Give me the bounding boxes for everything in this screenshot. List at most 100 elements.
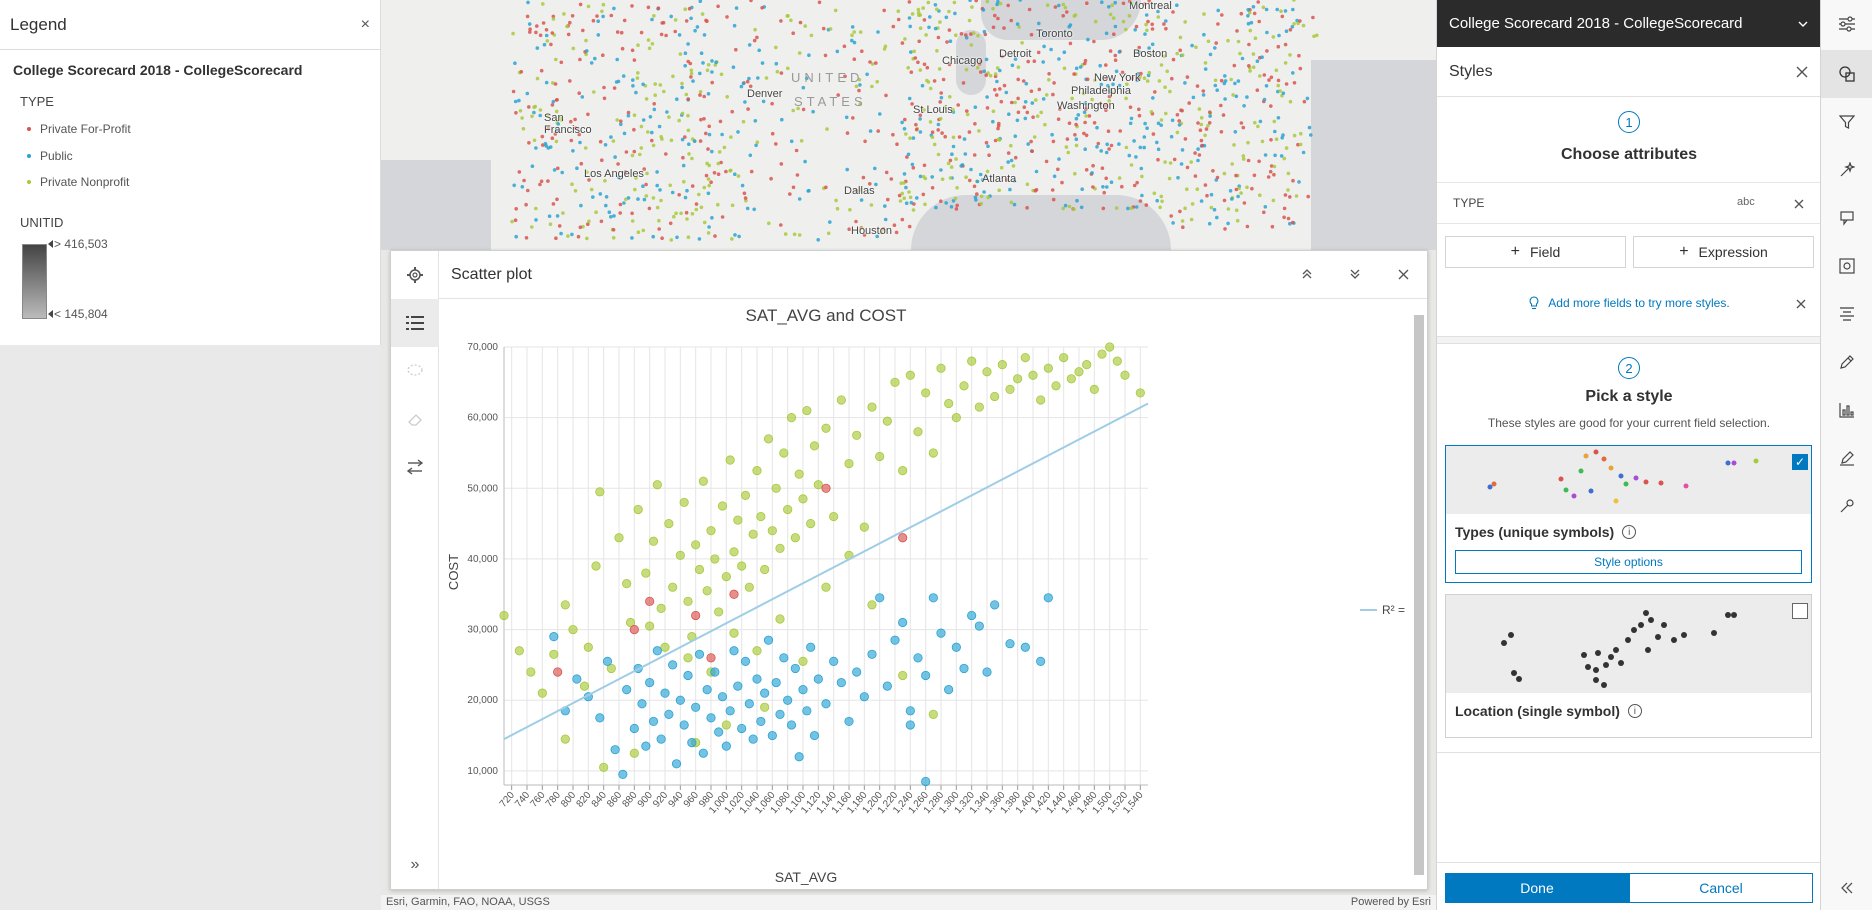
data-point[interactable] xyxy=(1066,374,1076,384)
data-point[interactable] xyxy=(756,511,766,522)
chart-scrollbar[interactable] xyxy=(1413,303,1425,887)
data-point[interactable] xyxy=(668,582,678,592)
popups-button[interactable] xyxy=(1821,194,1872,242)
data-point[interactable] xyxy=(1082,360,1092,370)
data-point[interactable] xyxy=(771,483,781,493)
data-point[interactable] xyxy=(721,571,731,582)
data-point[interactable] xyxy=(748,734,758,744)
data-point[interactable] xyxy=(641,741,651,751)
style-card-location[interactable]: Location (single symbol) i xyxy=(1445,594,1812,738)
style-selected-checkbox[interactable]: ✓ xyxy=(1792,454,1808,470)
data-point[interactable] xyxy=(691,610,701,621)
data-point[interactable] xyxy=(844,458,854,469)
powered-by-text[interactable]: Powered by Esri xyxy=(1350,896,1431,908)
data-point[interactable] xyxy=(898,670,908,681)
data-point[interactable] xyxy=(721,741,731,751)
lasso-select-button[interactable] xyxy=(391,347,439,395)
data-point[interactable] xyxy=(637,699,647,709)
data-point[interactable] xyxy=(729,628,739,638)
data-point[interactable] xyxy=(633,504,643,515)
data-point[interactable] xyxy=(959,663,969,674)
data-point[interactable] xyxy=(706,526,716,536)
info-icon[interactable]: i xyxy=(1622,525,1637,539)
data-point[interactable] xyxy=(729,589,739,599)
data-point[interactable] xyxy=(694,564,705,575)
data-point[interactable] xyxy=(829,656,839,666)
data-point[interactable] xyxy=(606,663,616,674)
data-point[interactable] xyxy=(763,635,774,645)
data-point[interactable] xyxy=(729,646,739,656)
data-point[interactable] xyxy=(967,610,977,621)
data-point[interactable] xyxy=(898,466,908,476)
close-icon[interactable]: × xyxy=(360,15,370,33)
data-point[interactable] xyxy=(629,723,639,734)
labels-button[interactable] xyxy=(1821,290,1872,338)
data-point[interactable] xyxy=(717,501,728,511)
data-point[interactable] xyxy=(813,674,823,684)
data-point[interactable] xyxy=(936,628,946,638)
data-point[interactable] xyxy=(710,554,720,564)
data-point[interactable] xyxy=(706,713,716,723)
data-point[interactable] xyxy=(645,677,655,688)
data-point[interactable] xyxy=(821,423,831,433)
data-point[interactable] xyxy=(775,543,785,553)
data-point[interactable] xyxy=(794,752,804,762)
data-point[interactable] xyxy=(859,522,869,532)
data-point[interactable] xyxy=(629,624,639,635)
data-point[interactable] xyxy=(875,593,885,603)
expand-toolbar-button[interactable]: » xyxy=(410,856,420,873)
sketch-button[interactable] xyxy=(1821,338,1872,386)
data-point[interactable] xyxy=(1005,384,1015,394)
data-point[interactable] xyxy=(786,720,797,730)
scrollbar-thumb[interactable] xyxy=(1414,315,1424,875)
data-point[interactable] xyxy=(1105,342,1115,352)
data-point[interactable] xyxy=(921,776,931,787)
data-point[interactable] xyxy=(852,430,862,440)
data-point[interactable] xyxy=(595,713,605,723)
data-point[interactable] xyxy=(595,487,605,497)
data-point[interactable] xyxy=(694,649,705,659)
data-point[interactable] xyxy=(921,388,931,398)
data-point[interactable] xyxy=(648,536,659,546)
data-point[interactable] xyxy=(779,653,789,663)
data-point[interactable] xyxy=(744,582,754,592)
data-point[interactable] xyxy=(648,716,659,727)
data-point[interactable] xyxy=(514,646,524,656)
data-point[interactable] xyxy=(882,416,892,426)
data-point[interactable] xyxy=(652,646,662,656)
data-point[interactable] xyxy=(622,579,632,589)
data-point[interactable] xyxy=(802,706,812,716)
data-point[interactable] xyxy=(890,377,900,387)
data-point[interactable] xyxy=(560,734,570,744)
data-point[interactable] xyxy=(844,716,854,727)
data-point[interactable] xyxy=(821,699,831,709)
data-point[interactable] xyxy=(656,734,666,744)
data-point[interactable] xyxy=(526,667,536,677)
data-point[interactable] xyxy=(625,617,636,628)
data-point[interactable] xyxy=(706,653,716,663)
filter-button[interactable] xyxy=(1821,98,1872,146)
data-point[interactable] xyxy=(1043,363,1053,373)
data-point[interactable] xyxy=(752,646,762,656)
data-point[interactable] xyxy=(698,476,708,486)
data-point[interactable] xyxy=(740,656,751,666)
data-point[interactable] xyxy=(560,600,570,610)
data-point[interactable] xyxy=(675,695,685,705)
data-point[interactable] xyxy=(798,494,808,504)
data-point[interactable] xyxy=(679,720,689,730)
data-point[interactable] xyxy=(1112,356,1122,366)
chart-list-button[interactable] xyxy=(391,299,439,347)
data-point[interactable] xyxy=(794,469,804,479)
data-point[interactable] xyxy=(702,685,712,695)
collapse-toolbar-button[interactable] xyxy=(1821,864,1872,910)
data-point[interactable] xyxy=(725,706,735,716)
scatter-chart[interactable]: SAT_AVG and COST720740760780800820840860… xyxy=(440,300,1405,888)
data-point[interactable] xyxy=(790,663,800,674)
data-point[interactable] xyxy=(944,398,954,409)
data-point[interactable] xyxy=(974,402,984,412)
dismiss-hint-icon[interactable] xyxy=(1796,299,1806,309)
data-point[interactable] xyxy=(1020,352,1030,363)
data-point[interactable] xyxy=(790,533,800,543)
data-point[interactable] xyxy=(905,706,915,716)
data-point[interactable] xyxy=(875,451,885,462)
